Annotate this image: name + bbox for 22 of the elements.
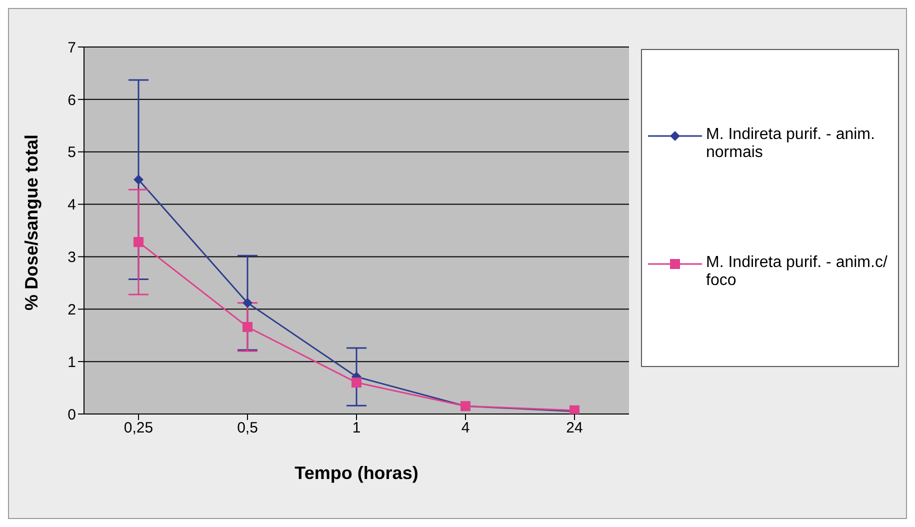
y-tick-label: 5 [68, 144, 76, 162]
legend-label: M. Indireta purif. - anim.c/ foco [706, 254, 888, 290]
legend-label: M. Indireta purif. - anim. normais [706, 126, 876, 162]
y-tick-label: 0 [68, 406, 76, 424]
x-tick-label: 4 [461, 420, 470, 437]
y-tick-label: 3 [68, 249, 76, 266]
point [352, 378, 362, 388]
x-tick-label: 0,5 [237, 420, 258, 437]
y-axis-title: % Dose/sangue total [21, 134, 42, 310]
x-axis-title: Tempo (horas) [294, 463, 418, 483]
y-tick-label: 4 [68, 196, 76, 214]
x-tick-label: 0,25 [124, 420, 154, 437]
point [242, 322, 252, 332]
point [134, 174, 144, 185]
x-tick-label: 24 [566, 420, 583, 437]
y-tick-label: 6 [68, 92, 76, 109]
y-tick-label: 7 [68, 39, 76, 56]
y-tick-label: 2 [68, 301, 76, 318]
point [242, 298, 252, 308]
x-tick-label: 1 [352, 420, 361, 437]
point [134, 237, 144, 248]
y-tick-label: 1 [68, 354, 76, 371]
